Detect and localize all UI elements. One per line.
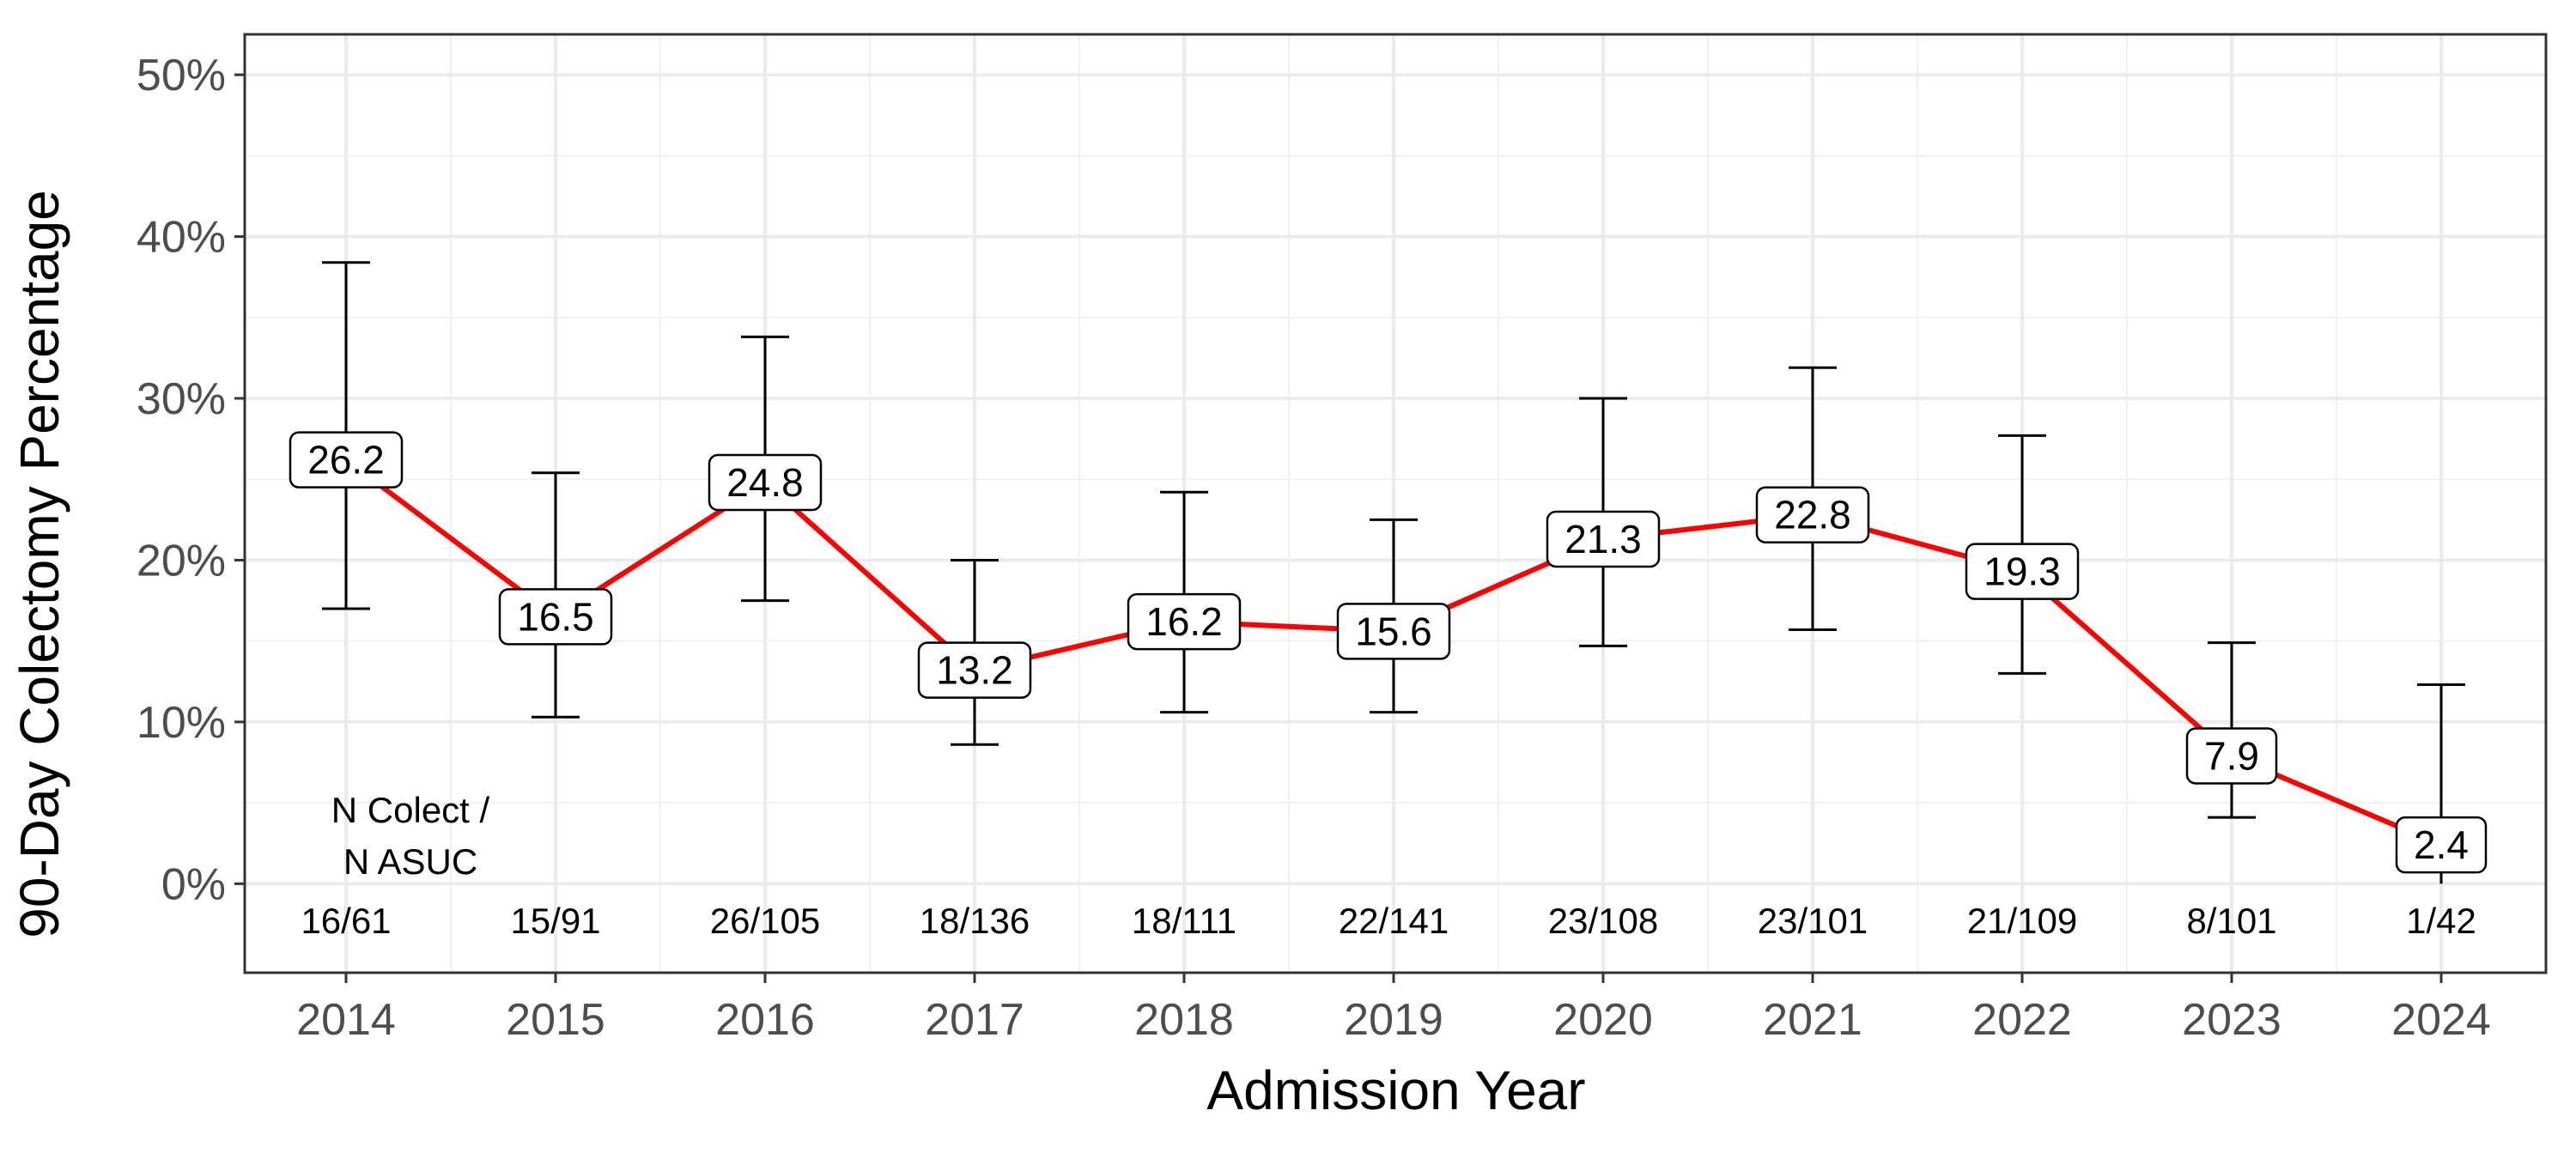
point-label: 26.2 [289,431,404,488]
x-tick-label: 2023 [2182,995,2281,1045]
x-tick-label: 2014 [296,995,396,1045]
count-label: 16/61 [301,901,391,941]
count-label: 23/108 [1548,901,1658,941]
point-labels: 26.2 16.5 24.8 13.2 16.2 15.6 21.3 22.8 19.3 7.9 2… [289,431,2488,874]
point-label-box [708,453,823,512]
x-tick-label: 2021 [1763,995,1862,1045]
count-label: 18/111 [1132,901,1236,941]
point-label-box [1755,486,1870,543]
count-label: 21/109 [1967,901,2077,941]
point-label-box [1127,592,1242,651]
point-label: 16.2 [1127,592,1242,651]
plot-border [243,33,2548,974]
point-label-box [1965,543,2080,600]
point-label-value: 16.2 [1145,599,1223,644]
point-label-box [1546,510,1661,568]
count-label: 8/101 [2186,901,2276,941]
point-label: 16.5 [498,588,613,646]
x-tick-label: 2019 [1344,995,1443,1045]
point-label-box [2395,816,2488,874]
counts-header: N Colect / [331,790,490,830]
point-label-box [289,431,404,488]
grid [245,34,2546,973]
point-label-value: 22.8 [1774,493,1851,537]
x-tick-label: 2016 [715,995,815,1045]
point-label-box [917,641,1032,699]
y-tick-label: 10% [137,698,226,748]
point-label: 7.9 [2185,727,2278,785]
x-tick-label: 2017 [925,995,1024,1045]
point-label-value: 21.3 [1564,517,1642,561]
y-tick-label: 30% [137,374,226,424]
x-tick-label: 2022 [1972,995,2072,1045]
x-tick-label: 2015 [506,995,605,1045]
count-label: 15/91 [510,901,600,941]
point-label-value: 19.3 [1984,549,2061,594]
point-label-value: 13.2 [936,648,1013,693]
point-label-value: 15.6 [1355,609,1432,653]
point-label: 19.3 [1965,543,2080,600]
y-tick-label: 20% [137,536,226,586]
count-label: 18/136 [920,901,1030,941]
point-label: 22.8 [1755,486,1870,543]
point-label-box [498,588,613,646]
point-label-value: 7.9 [2204,733,2259,778]
point-label: 24.8 [708,453,823,512]
x-tick-label: 2020 [1553,995,1653,1045]
count-label: 1/42 [2406,901,2476,941]
x-tick-label: 2018 [1134,995,1234,1045]
point-label-value: 24.8 [726,460,804,505]
count-label: 26/105 [710,901,820,941]
y-axis-title: 90-Day Colectomy Percentage [9,190,70,938]
point-label: 21.3 [1546,510,1661,568]
point-label-value: 26.2 [307,438,385,482]
x-axis-title: Admission Year [1206,1059,1585,1121]
point-label-box [1336,603,1451,660]
y-tick-label: 50% [137,51,226,100]
point-label: 13.2 [917,641,1032,699]
count-label: 22/141 [1339,901,1449,941]
count-label: 23/101 [1758,901,1868,941]
x-tick-label: 2024 [2391,995,2491,1045]
axes: 0% 10% 20% 30% 40% 50% 2014 2015 2016 2017 2018 201… [137,33,2548,1045]
y-tick-label: 40% [137,213,226,263]
point-label-value: 16.5 [517,594,594,639]
point-label: 15.6 [1336,603,1451,660]
point-label-value: 2.4 [2414,822,2469,867]
count-labels: N Colect / N ASUC 16/61 15/91 26/105 18/136 18… [301,790,2476,941]
y-tick-label: 0% [161,859,226,909]
point-label-box [2185,727,2278,785]
point-label: 2.4 [2395,816,2488,874]
counts-header: N ASUC [343,841,477,882]
